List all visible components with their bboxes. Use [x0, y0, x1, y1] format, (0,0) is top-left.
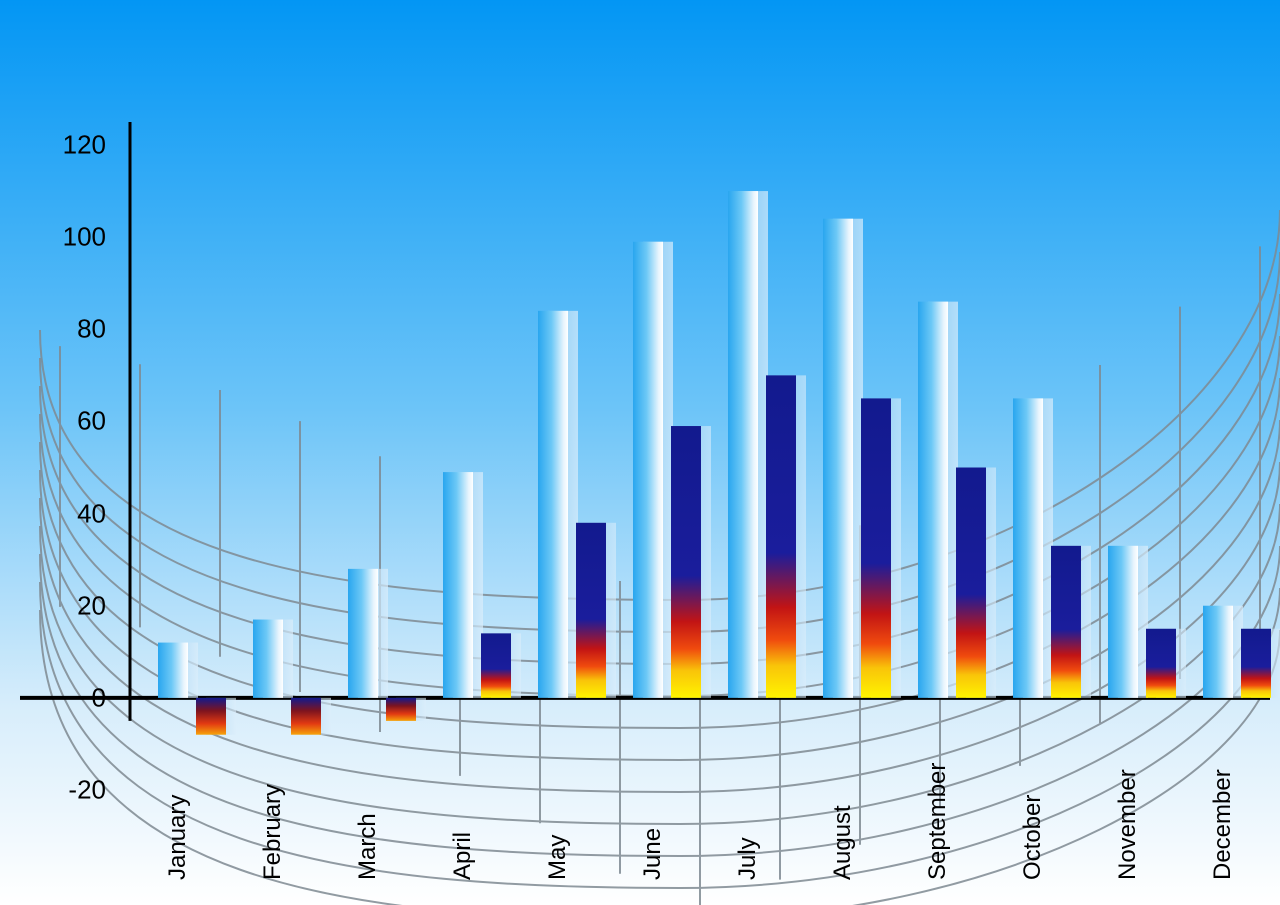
x-category-label: July: [734, 837, 762, 880]
x-category-label: September: [924, 763, 952, 880]
bar-series-a: [1013, 398, 1043, 697]
y-tick-label: 80: [36, 314, 106, 345]
y-tick-label: 120: [36, 130, 106, 161]
x-category-label: June: [639, 828, 667, 880]
bar-series-b: [766, 375, 796, 698]
bar-series-b: [1241, 629, 1271, 698]
monthly-bar-chart: [0, 0, 1280, 905]
bar-series-a: [443, 472, 473, 698]
bar-series-b: [386, 698, 416, 721]
bar-series-b: [1146, 629, 1176, 698]
y-tick-label: 20: [36, 590, 106, 621]
bar-series-b: [956, 468, 986, 698]
bar-series-a: [918, 302, 948, 698]
x-category-label: August: [829, 805, 857, 880]
x-category-label: October: [1019, 795, 1047, 880]
y-tick-label: 40: [36, 498, 106, 529]
bar-series-b: [481, 633, 511, 698]
bar-series-a: [348, 569, 378, 698]
y-tick-label: -20: [36, 775, 106, 806]
bar-series-b: [861, 398, 891, 697]
x-category-label: January: [164, 795, 192, 880]
bar-series-b: [671, 426, 701, 698]
x-category-label: April: [449, 832, 477, 880]
bar-series-a: [1203, 606, 1233, 698]
bar-series-a: [1108, 546, 1138, 698]
chart-stage: -20 0 20 40 60 80 100 120 January February March Ap…: [0, 0, 1280, 905]
bar-series-b: [291, 698, 321, 735]
y-tick-label: 60: [36, 406, 106, 437]
bar-series-b: [576, 523, 606, 698]
y-tick-label: 100: [36, 222, 106, 253]
x-category-label: December: [1209, 769, 1237, 880]
bar-series-a: [823, 219, 853, 698]
x-category-label: November: [1114, 769, 1142, 880]
bar-series-a: [538, 311, 568, 698]
y-tick-label: 0: [36, 682, 106, 713]
x-category-label: March: [354, 813, 382, 880]
bar-series-a: [253, 620, 283, 698]
x-category-label: May: [544, 835, 572, 880]
bar-series-a: [158, 643, 188, 698]
bar-series-b: [196, 698, 226, 735]
bar-series-a: [633, 242, 663, 698]
bar-series-b: [1051, 546, 1081, 698]
bar-series-a: [728, 191, 758, 698]
x-category-label: February: [259, 784, 287, 880]
